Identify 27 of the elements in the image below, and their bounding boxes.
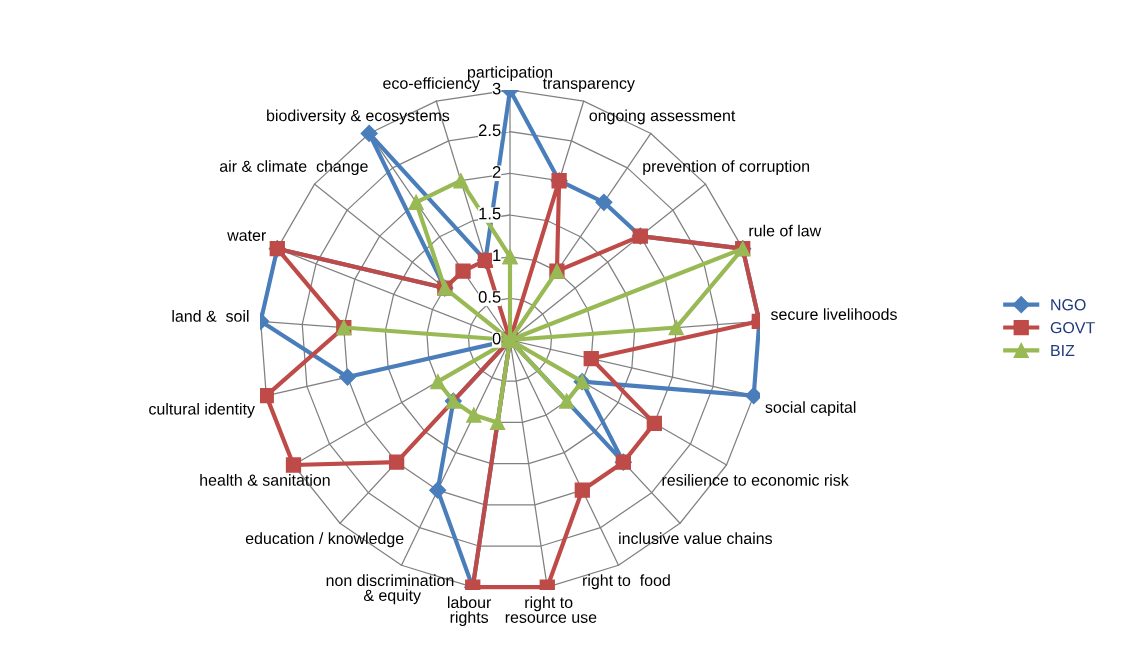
spoke-label: biodiversity & ecosystems — [267, 109, 450, 125]
legend-label: GOVT — [1050, 321, 1095, 334]
spoke-label: rule of law — [749, 224, 822, 237]
y-tick-label: 1.5 — [479, 207, 501, 220]
spoke-label: inclusive value chains — [619, 532, 773, 545]
spoke-label: resilience to economic risk — [662, 474, 849, 486]
spoke-label: education / knowledge — [245, 532, 404, 548]
y-tick-label: 0 — [492, 332, 501, 345]
y-tick-label: 2 — [492, 166, 501, 178]
legend-label: BIZ — [1051, 345, 1075, 357]
spoke-label: health & sanitation — [200, 474, 330, 486]
spoke-label: air & climate change — [219, 160, 368, 176]
y-tick-label: 2.5 — [478, 124, 501, 137]
spoke-label: prevention of corruption — [643, 160, 810, 176]
spoke-label: water — [227, 230, 266, 241]
y-tick-label: 1 — [493, 249, 501, 261]
legend-label: NGO — [1051, 299, 1086, 311]
spoke-label: ongoing assessment — [589, 109, 736, 125]
y-tick-label: 3 — [492, 82, 501, 95]
spoke-label: labour rights — [448, 596, 492, 627]
spoke-label: cultural identity — [149, 402, 255, 418]
spoke-label: secure livelihoods — [770, 308, 897, 321]
spoke-label: right to resource use — [505, 596, 597, 623]
spoke-label: land & soil — [172, 310, 249, 322]
y-tick-label: 0.5 — [478, 291, 501, 303]
spoke-label: right to food — [583, 574, 670, 590]
spoke-label: social capital — [765, 401, 856, 417]
